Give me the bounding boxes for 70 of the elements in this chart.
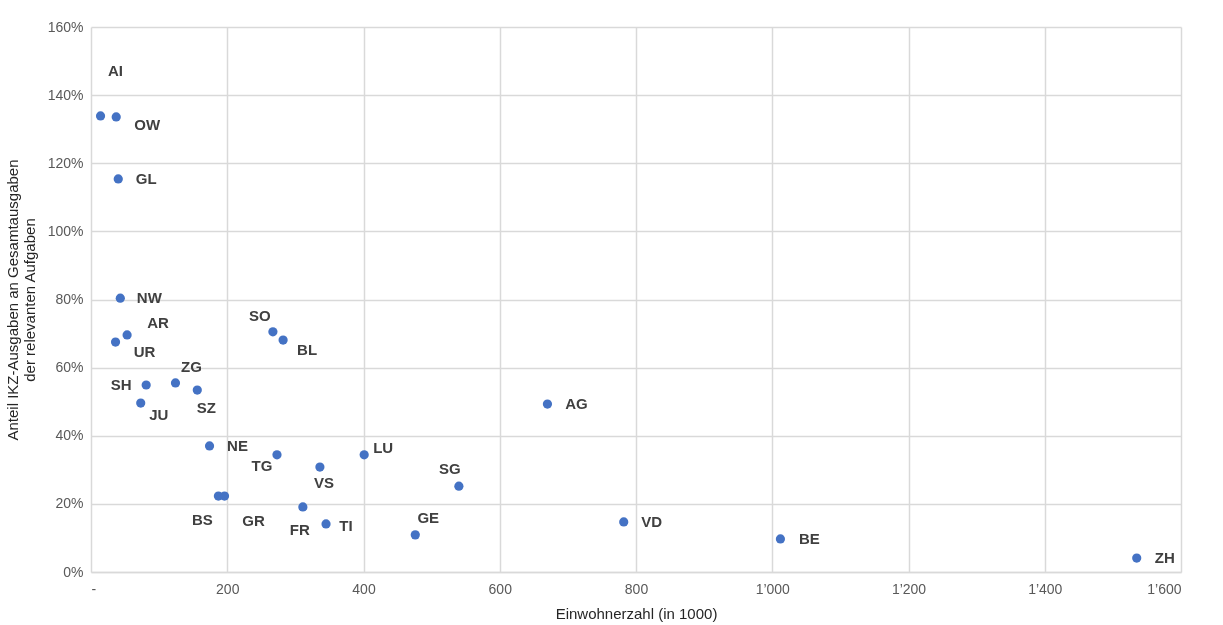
y-axis-title: Anteil IKZ-Ausgaben an Gesamtausgaben der relevanten Aufgaben — [3, 159, 38, 441]
data-label: OW — [134, 115, 161, 133]
point — [115, 293, 125, 303]
point — [542, 399, 553, 409]
point — [272, 450, 282, 460]
point — [95, 111, 106, 121]
y-tick-label: 80% — [55, 291, 84, 307]
x-axis-title: Einwohnerzahl (in 1000) — [555, 604, 718, 622]
x-tick-label: 200 — [216, 580, 240, 597]
data-label: AR — [147, 313, 170, 331]
data-label: BL — [297, 341, 318, 359]
point — [110, 337, 121, 347]
point — [136, 398, 146, 408]
data-label: AI — [108, 61, 124, 79]
point — [1132, 553, 1142, 563]
x-tick-label: - — [91, 580, 97, 597]
data-label: SH — [110, 376, 132, 393]
data-label: BE — [799, 529, 820, 547]
data-label: GE — [417, 508, 440, 526]
x-tick-label: 1’400 — [1028, 580, 1063, 597]
y-tick-label: 160% — [47, 18, 84, 35]
data-label: NE — [227, 436, 248, 454]
data-label: SO — [249, 306, 272, 324]
x-tick-label: 600 — [488, 580, 513, 597]
y-tick-label: 120% — [47, 154, 84, 171]
data-label: ZH — [1154, 549, 1175, 567]
data-label: BS — [191, 511, 213, 529]
point — [359, 450, 369, 460]
point — [111, 112, 121, 122]
data-label: VD — [641, 512, 663, 530]
point — [454, 481, 464, 491]
data-label: LU — [373, 438, 394, 456]
x-tick-label: 400 — [352, 580, 376, 597]
y-tick-label: 0% — [63, 563, 84, 580]
point — [204, 441, 215, 451]
point — [122, 330, 132, 340]
point — [170, 378, 181, 388]
data-label: SZ — [196, 399, 216, 417]
point — [192, 385, 202, 395]
point — [278, 335, 288, 345]
data-label: GL — [135, 169, 157, 187]
point — [113, 174, 123, 184]
point — [298, 502, 308, 512]
point — [775, 534, 786, 544]
data-label: FR — [289, 520, 311, 538]
data-label: TI — [339, 516, 353, 534]
x-tick-label: 800 — [624, 580, 649, 597]
point — [321, 519, 331, 529]
point — [410, 530, 420, 540]
point — [268, 327, 278, 337]
data-label: TG — [251, 456, 273, 474]
data-label: NW — [136, 289, 163, 307]
x-tick-label: 1’000 — [755, 580, 791, 597]
data-label: UR — [133, 343, 156, 361]
y-tick-label: 40% — [55, 427, 84, 444]
y-tick-label: 60% — [55, 359, 84, 376]
data-label: ZG — [181, 357, 202, 375]
y-tick-label: 100% — [47, 222, 84, 239]
point — [141, 380, 151, 390]
data-label: SG — [439, 460, 461, 478]
data-label: JU — [149, 406, 169, 424]
data-label: GR — [242, 512, 265, 530]
x-tick-label: 1’600 — [1147, 580, 1182, 597]
point — [619, 517, 629, 527]
point — [315, 462, 325, 472]
y-tick-label: 20% — [55, 495, 84, 512]
x-tick-label: 1’200 — [891, 580, 927, 597]
data-label: VS — [313, 474, 334, 492]
y-tick-label: 140% — [47, 86, 84, 103]
data-label: AG — [565, 395, 588, 413]
